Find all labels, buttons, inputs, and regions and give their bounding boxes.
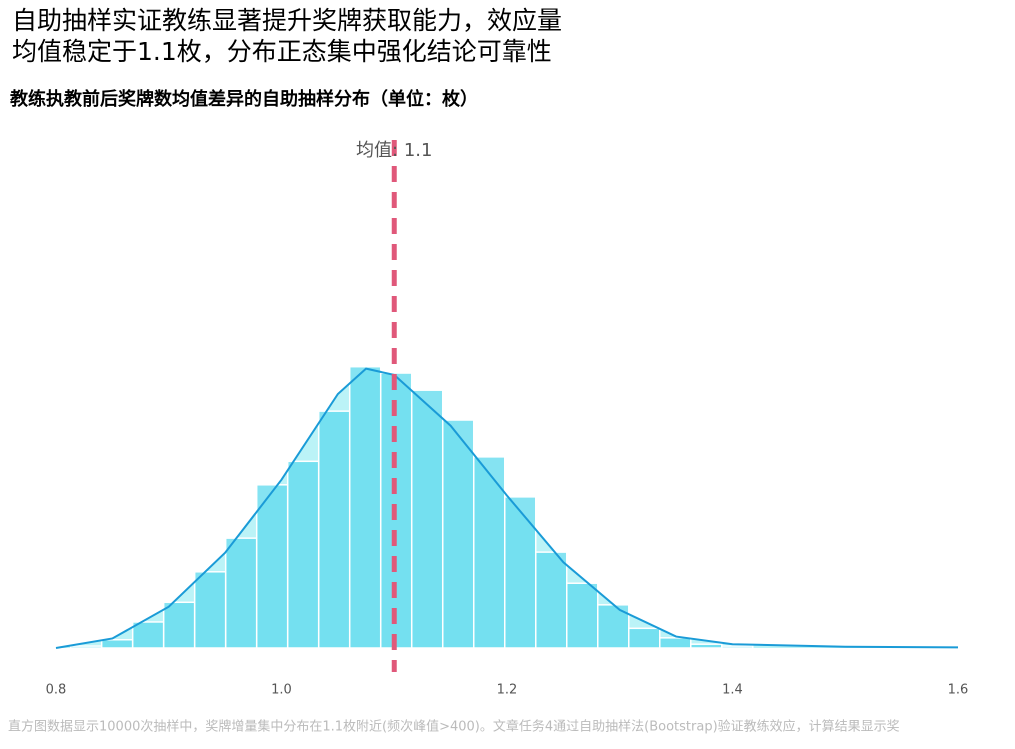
x-tick-label: 1.2 [497,683,518,698]
bar [472,456,506,649]
bar [69,645,103,649]
bar [690,643,723,649]
mean-label: 均值: 1.1 [356,140,432,161]
chart-title: 均值稳定于1.1枚，分布正态集中强化结论可靠性 [12,37,552,66]
bar [659,637,692,649]
bar [193,571,227,649]
chart-subtitle: 教练执教前后奖牌数均值差异的自助抽样分布（单位：枚） [10,88,478,110]
bar [348,365,382,649]
bar [410,389,444,649]
bar [535,551,568,649]
chart-title: 自助抽样实证教练显著提升奖牌获取能力，效应量 [12,6,562,35]
x-tick-label: 0.8 [46,683,67,698]
bar [131,621,165,649]
bar [317,410,351,649]
x-tick-label: 1.0 [271,683,292,698]
bar [628,627,661,649]
bar [503,496,537,649]
x-tick-label: 1.6 [948,683,969,698]
bar [441,419,475,649]
bar [286,460,320,649]
footnote: 直方图数据显示10000次抽样中，奖牌增量集中分布在1.1枚附近(频次峰值>40… [8,719,900,735]
bar [100,638,134,649]
bar [721,645,754,649]
density-line [55,367,959,649]
bar [566,582,599,649]
bar [255,484,289,649]
x-tick-label: 1.4 [722,683,743,698]
bar [162,601,196,649]
bar [224,537,258,649]
